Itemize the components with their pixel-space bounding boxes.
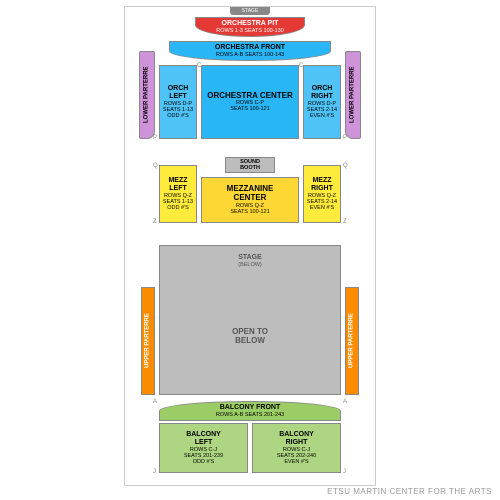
balcony-left[interactable]: BALCONY LEFT ROWS C-J SEATS 201-239 ODD … <box>159 423 248 473</box>
row-c-r: C <box>299 63 303 69</box>
seating-chart: STAGE ORCHESTRA PIT ROWS 1-3 SEATS 100-1… <box>124 6 376 486</box>
sound-booth: SOUND BOOTH <box>225 157 275 173</box>
lower-parterre-right[interactable]: LOWER PARTERRE <box>345 51 361 139</box>
row-z-r: Z <box>343 219 347 225</box>
row-a-l: A <box>153 399 157 405</box>
upper-parterre-left[interactable]: UPPER PARTERRE <box>141 287 155 395</box>
row-c-l: C <box>197 63 201 69</box>
row-z-l: Z <box>153 219 157 225</box>
orch-left[interactable]: ORCH LEFT ROWS D-P SEATS 1-13 ODD #'S <box>159 65 197 139</box>
row-p-l: P <box>153 135 157 141</box>
mezz-center[interactable]: MEZZANINE CENTER ROWS Q-Z SEATS 100-121 <box>201 177 299 223</box>
lower-parterre-left[interactable]: LOWER PARTERRE <box>139 51 155 139</box>
balcony-right[interactable]: BALCONY RIGHT ROWS C-J SEATS 202-240 EVE… <box>252 423 341 473</box>
venue-name: ETSU MARTIN CENTER FOR THE ARTS <box>327 487 492 496</box>
orch-center[interactable]: ORCHESTRA CENTER ROWS C-P SEATS 100-121 <box>201 65 299 139</box>
row-j-r: J <box>343 469 346 475</box>
upper-parterre-right[interactable]: UPPER PARTERRE <box>345 287 359 395</box>
stage-tab: STAGE <box>230 7 270 15</box>
mezz-right[interactable]: MEZZ RIGHT ROWS Q-Z SEATS 2-14 EVEN #'S <box>303 165 341 223</box>
row-q-r: Q <box>343 163 348 169</box>
orchestra-front[interactable]: ORCHESTRA FRONT ROWS A-B SEATS 100-143 <box>169 41 331 61</box>
balcony-front[interactable]: BALCONY FRONT ROWS A-B SEATS 201-243 <box>159 401 341 421</box>
row-j-l: J <box>153 469 156 475</box>
mezz-left[interactable]: MEZZ LEFT ROWS Q-Z SEATS 1-13 ODD #'S <box>159 165 197 223</box>
row-q-l: Q <box>153 163 158 169</box>
orch-right[interactable]: ORCH RIGHT ROWS D-P SEATS 2-14 EVEN #'S <box>303 65 341 139</box>
row-a-r: A <box>343 399 347 405</box>
orchestra-pit[interactable]: ORCHESTRA PIT ROWS 1-3 SEATS 100-130 <box>195 17 305 37</box>
row-p-r: P <box>343 135 347 141</box>
stage-open: STAGE (BELOW) OPEN TO BELOW <box>159 245 341 395</box>
